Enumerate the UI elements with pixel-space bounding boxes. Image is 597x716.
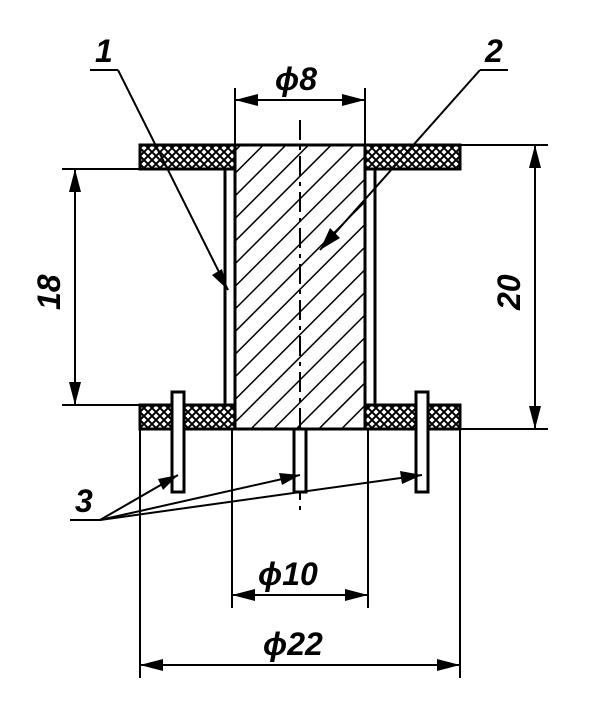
dim-dia8-label: ϕ8: [275, 61, 317, 97]
bottom-flange-left: [140, 405, 235, 429]
pin-right: [416, 392, 428, 492]
bottom-flange-right: [365, 405, 460, 429]
callout-3: 3: [70, 471, 422, 520]
dim-height18-label: 18: [31, 274, 67, 310]
dim-height20-label: 20: [491, 274, 527, 311]
dim-height18: 18: [31, 169, 140, 405]
dim-dia10-label: ϕ10: [258, 556, 318, 592]
top-flange-left: [140, 145, 235, 169]
callout-2-label: 2: [484, 33, 503, 69]
engineering-drawing: ϕ8 ϕ10 ϕ22 18 20: [0, 0, 597, 716]
callout-2: 2: [320, 33, 508, 250]
top-flange-right: [365, 145, 460, 169]
callout-3-label: 3: [75, 483, 93, 519]
dim-height20: 20: [460, 145, 548, 429]
pin-center: [294, 429, 306, 492]
dim-dia22-label: ϕ22: [263, 626, 323, 662]
callout-1-label: 1: [95, 33, 113, 69]
